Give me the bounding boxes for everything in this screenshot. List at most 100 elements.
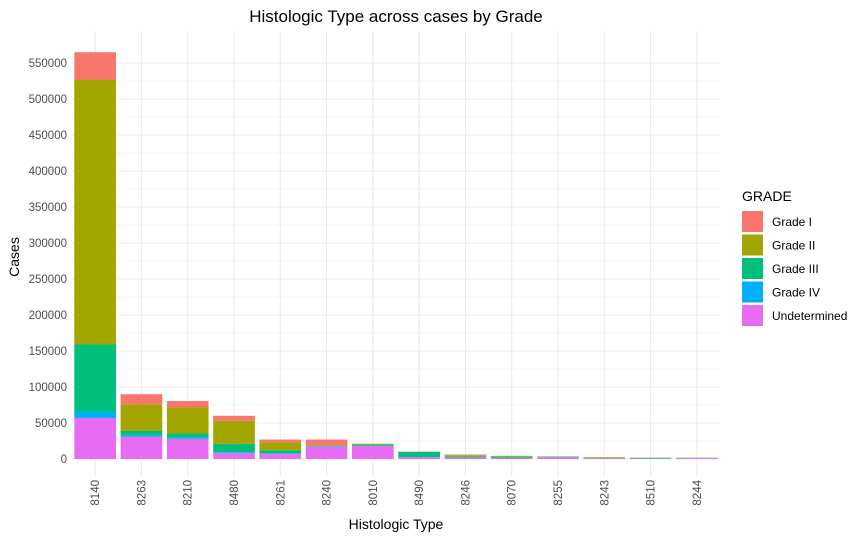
x-tick-label: 8255 (553, 480, 565, 506)
bar-8070-grade-ii (490, 455, 533, 457)
bar-8240-grade-ii (305, 445, 348, 447)
bar-stack-8490 (398, 451, 440, 459)
bar-8070-grade-iii (490, 456, 533, 458)
bar-8263-grade-iii (120, 430, 163, 435)
legend-swatch (742, 281, 763, 303)
y-tick-label: 100000 (29, 382, 67, 394)
y-tick-label: 350000 (29, 202, 67, 214)
bar-8263-grade-iv (120, 434, 163, 437)
legend-item-undetermined: Undetermined (742, 305, 847, 326)
bar-8140-grade-iv (74, 411, 116, 418)
bar-8510-grade-iii (629, 457, 672, 459)
y-tick-label: 0 (61, 454, 67, 466)
bar-8140-undetermined (74, 417, 116, 459)
chart-title: Histologic Type across cases by Grade (249, 7, 543, 26)
bar-8210-grade-ii (166, 407, 209, 434)
bar-8140-grade-i (74, 52, 116, 80)
legend-swatch (742, 305, 763, 326)
x-tick-label: 8480 (229, 480, 241, 506)
x-tick-label: 8240 (322, 480, 334, 506)
x-axis-ticks: 8140 8263 8210 8480 8261 8240 8010 8490 8246 8070… (90, 479, 704, 505)
x-tick-label: 8246 (460, 480, 472, 506)
bar-8140-grade-ii (74, 79, 116, 345)
bar-8261-undetermined (259, 453, 302, 459)
legend-title: GRADE (742, 188, 792, 204)
y-tick-label: 500000 (29, 94, 67, 106)
bar-8246-grade-i (444, 454, 487, 456)
y-axis-title: Cases (6, 237, 22, 277)
bar-stack-8010 (352, 443, 394, 459)
bar-8140-grade-iii (74, 344, 116, 412)
bar-stack-8140 (74, 52, 116, 459)
legend-label: Grade IV (772, 286, 820, 300)
x-tick-label: 8070 (507, 480, 519, 506)
bar-8244-undetermined (676, 458, 718, 459)
bar-8243-undetermined (583, 458, 626, 459)
bar-8480-grade-iv (213, 452, 255, 454)
bar-8263-grade-ii (120, 404, 163, 431)
x-tick-label: 8510 (646, 480, 658, 506)
x-tick-label: 8243 (599, 480, 611, 506)
bar-8480-grade-i (213, 415, 255, 421)
x-tick-label: 8140 (90, 480, 102, 506)
bar-8480-undetermined (213, 453, 255, 459)
bar-8261-grade-iv (259, 453, 302, 454)
y-tick-label: 50000 (35, 418, 67, 430)
legend-item-grade-iv: Grade IV (742, 281, 820, 303)
bar-stack-8070 (490, 455, 533, 459)
bar-8255-undetermined (537, 457, 579, 459)
bar-stack-8255 (537, 456, 579, 459)
bar-stack-8246 (444, 454, 487, 459)
x-tick-label: 8210 (183, 480, 195, 506)
x-tick-label: 8010 (368, 480, 380, 506)
bar-8490-undetermined (398, 457, 440, 459)
bar-stack-8261 (259, 439, 302, 459)
x-tick-label: 8263 (136, 480, 148, 506)
bar-8246-grade-iii (444, 456, 487, 458)
bar-8010-undetermined (352, 446, 394, 459)
y-tick-label: 150000 (29, 346, 67, 358)
bar-stack-8244 (676, 457, 718, 459)
legend-swatch (742, 211, 763, 232)
legend: GRADE Grade I Grade II Grade III Grade IV Un… (742, 188, 847, 326)
bar-8210-grade-iii (166, 433, 209, 438)
y-tick-label: 400000 (29, 166, 67, 178)
bar-8210-grade-iv (166, 437, 209, 439)
y-tick-label: 300000 (29, 238, 67, 250)
legend-item-grade-ii: Grade II (742, 234, 815, 256)
legend-item-grade-i: Grade I (742, 211, 812, 232)
grid (72, 31, 720, 476)
bar-stack-8243 (583, 456, 626, 459)
bar-stack-8480 (213, 415, 255, 459)
bar-8246-undetermined (444, 457, 487, 459)
legend-label: Grade III (772, 262, 819, 276)
y-tick-label: 200000 (29, 310, 67, 322)
bar-stack-8263 (120, 394, 163, 459)
bars (74, 52, 718, 459)
bar-8010-grade-ii (352, 443, 394, 445)
bar-8240-undetermined (305, 446, 348, 459)
x-axis-title: Histologic Type (349, 516, 444, 532)
y-tick-label: 450000 (29, 130, 67, 142)
bar-8243-grade-ii (583, 457, 626, 458)
legend-label: Grade I (772, 215, 812, 229)
bar-8480-grade-iii (213, 443, 255, 453)
bar-8210-undetermined (166, 438, 209, 459)
bar-8490-grade-iii (398, 452, 440, 458)
bar-8070-undetermined (490, 457, 533, 459)
x-tick-label: 8244 (692, 479, 704, 505)
bar-8261-grade-iii (259, 450, 302, 454)
legend-swatch (742, 258, 763, 279)
bar-8261-grade-ii (259, 442, 302, 451)
bar-stack-8510 (629, 457, 672, 459)
bar-8263-undetermined (120, 436, 163, 459)
bar-8480-grade-ii (213, 420, 255, 444)
legend-label: Undetermined (772, 309, 847, 323)
bar-8010-grade-iii (352, 444, 394, 446)
bar-stack-8240 (305, 439, 348, 459)
legend-swatch (742, 234, 763, 256)
bar-8210-grade-i (166, 401, 209, 408)
bar-8261-grade-i (259, 439, 302, 443)
x-tick-label: 8261 (275, 480, 287, 506)
